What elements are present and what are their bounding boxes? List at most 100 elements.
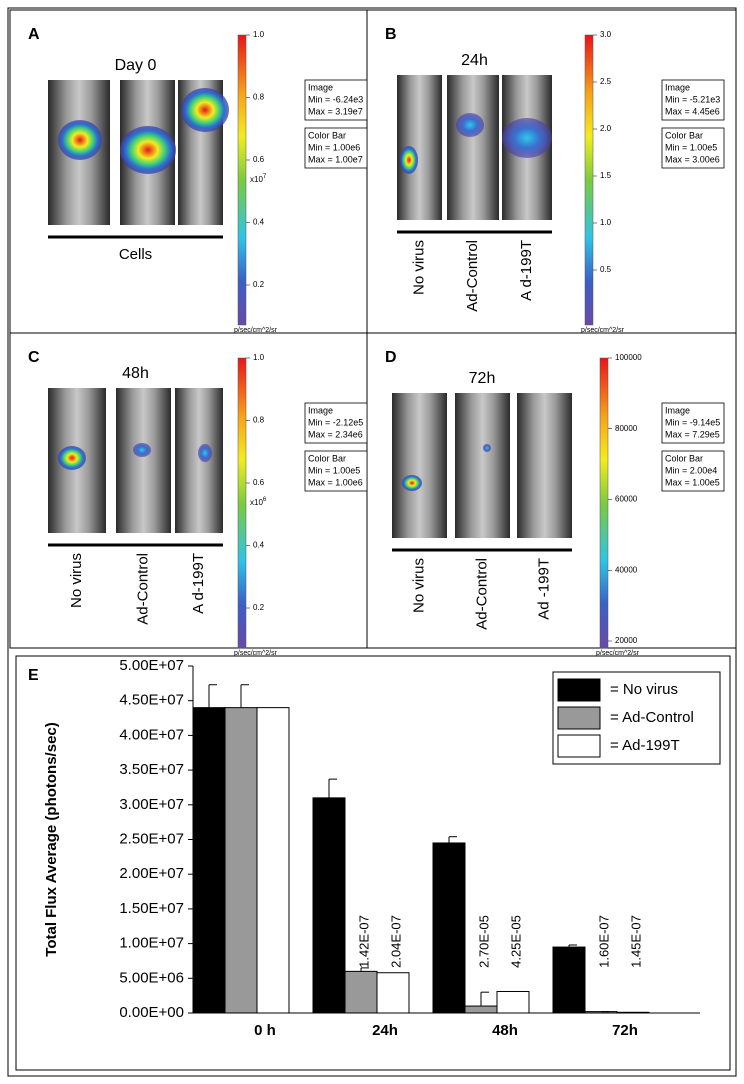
- color-bar-info-text: Max = 3.00e6: [665, 154, 720, 164]
- color-bar: [237, 357, 247, 649]
- signal: [120, 126, 176, 174]
- time-label: 72h: [469, 370, 496, 387]
- color-bar-units: p/sec/cm^2/sr: [596, 650, 640, 657]
- y-tick-label: 0.00E+00: [119, 1004, 184, 1021]
- signal: [198, 444, 212, 462]
- signal: [483, 444, 491, 452]
- color-bar-tick-label: 2.0: [600, 124, 612, 133]
- multiplier-base: x10: [250, 498, 263, 507]
- color-bar-info-text: Color Bar: [308, 130, 346, 140]
- signal: [133, 443, 151, 457]
- bar: [224, 707, 258, 1014]
- y-tick-label: 3.50E+07: [119, 761, 184, 778]
- panel-letter: B: [385, 26, 397, 43]
- image-info-text: Image: [308, 405, 333, 415]
- signal: [58, 446, 86, 470]
- annotation: 1.60E-07: [596, 915, 611, 968]
- y-axis-label: Total Flux Average (photons/sec): [43, 722, 60, 956]
- legend-label: = Ad-Control: [610, 709, 694, 726]
- color-bar-tick-label: 40000: [615, 565, 638, 574]
- x-tick-label: 0 h: [254, 1022, 276, 1039]
- color-bar-info-text: Color Bar: [665, 130, 703, 140]
- signal: [181, 88, 229, 132]
- group-label: Cells: [119, 246, 152, 263]
- bar: [464, 1005, 498, 1014]
- error-bar: [360, 967, 369, 972]
- mouse-image: [175, 388, 223, 533]
- image-info-text: Min = -6.24e3: [308, 94, 363, 104]
- legend-swatch: [557, 734, 601, 758]
- mouse-image: [392, 393, 447, 538]
- legend-swatch: [557, 706, 601, 730]
- error-bar: [208, 684, 217, 708]
- color-bar-info-text: Min = 1.00e5: [665, 142, 717, 152]
- multiplier-base: x10: [250, 175, 263, 184]
- y-tick-label: 5.00E+06: [119, 969, 184, 986]
- image-info-box: [661, 402, 725, 444]
- image-info-text: Image: [665, 82, 690, 92]
- error-bar: [480, 991, 489, 1007]
- time-label: 24h: [461, 52, 488, 69]
- image-info-text: Min = -5.21e3: [665, 94, 720, 104]
- color-bar-info-box: [661, 127, 725, 169]
- image-info-box: [304, 79, 368, 121]
- color-bar-tick-label: 0.2: [253, 603, 265, 612]
- color-bar-info-text: Max = 1.00e5: [665, 477, 720, 487]
- color-bar-units: p/sec/cm^2/sr: [234, 650, 278, 657]
- image-info-text: Image: [665, 405, 690, 415]
- outer-border: [7, 7, 737, 1077]
- bar: [192, 707, 226, 1014]
- mouse-label: No virus: [410, 558, 427, 613]
- bar: [376, 972, 410, 1014]
- y-tick-label: 5.00E+07: [119, 657, 184, 674]
- mouse-label: Ad -199T: [535, 558, 552, 620]
- y-tick-label: 1.00E+07: [119, 935, 184, 952]
- chart-border: [15, 655, 731, 1071]
- multiplier-exp: 7: [263, 174, 267, 180]
- color-bar-tick-label: 0.8: [253, 93, 265, 102]
- x-tick-label: 72h: [612, 1022, 638, 1039]
- image-info-text: Max = 3.19e7: [308, 106, 363, 116]
- color-bar-multiplier: x106: [250, 497, 267, 508]
- image-info-text: Min = -2.12e5: [308, 417, 363, 427]
- color-bar-info-text: Min = 1.00e6: [308, 142, 360, 152]
- color-bar-info-text: Max = 1.00e6: [308, 477, 363, 487]
- legend-swatch: [557, 678, 601, 702]
- color-bar-info-box: [304, 450, 368, 492]
- image-info-box: [304, 402, 368, 444]
- color-bar-info-text: Min = 1.00e5: [308, 465, 360, 475]
- color-bar: [584, 34, 594, 326]
- mouse-label: No virus: [68, 553, 85, 608]
- bar: [344, 970, 378, 1014]
- image-panel: B 24h No virus Ad-Control A d-199T 3.0 2.5 2.0 1…: [385, 26, 725, 334]
- image-panels-border: [9, 9, 737, 649]
- mouse-label: Ad-Control: [464, 240, 481, 312]
- image-info-box: [661, 79, 725, 121]
- annotation: 2.70E-05: [476, 915, 491, 968]
- mouse-label: No virus: [410, 240, 427, 295]
- annotation: 2.04E-07: [388, 915, 403, 968]
- y-tick-label: 4.00E+07: [119, 726, 184, 743]
- color-bar-info-text: Color Bar: [308, 453, 346, 463]
- color-bar-tick-label: 1.0: [253, 30, 265, 39]
- y-tick-label: 2.50E+07: [119, 830, 184, 847]
- signal: [502, 118, 552, 158]
- mouse-label: A d-199T: [190, 553, 207, 614]
- color-bar-multiplier: x107: [250, 174, 267, 185]
- bar: [496, 990, 530, 1014]
- image-panel: C 48h No virus Ad-Control A d-199T 1.0 0.8 0.6 0…: [28, 349, 368, 657]
- y-tick-label: 3.00E+07: [119, 796, 184, 813]
- image-panel: D 72h No virus Ad-Control Ad -199T 100000 8000…: [385, 349, 725, 657]
- color-bar-tick-label: 0.8: [253, 416, 265, 425]
- bar: [312, 797, 346, 1014]
- color-bar-info-text: Color Bar: [665, 453, 703, 463]
- legend-label: = No virus: [610, 681, 678, 698]
- color-bar-tick-label: 3.0: [600, 30, 612, 39]
- color-bar-tick-label: 0.5: [600, 265, 612, 274]
- panel-letter: A: [28, 26, 40, 43]
- multiplier-exp: 6: [263, 497, 267, 503]
- legend-label: = Ad-199T: [610, 737, 680, 754]
- image-info-text: Min = -9.14e5: [665, 417, 720, 427]
- color-bar-tick-label: 0.4: [253, 218, 265, 227]
